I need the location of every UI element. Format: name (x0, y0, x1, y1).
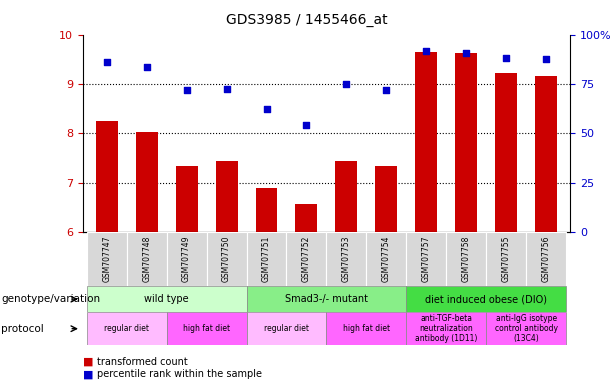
Bar (135, 132, 158, 232)
Bar (486, 232, 526, 286)
Text: protocol: protocol (1, 324, 44, 334)
Point (381, 87, 391, 93)
Bar (415, 52, 437, 232)
Bar (87, 286, 246, 312)
Text: GSM707757: GSM707757 (422, 236, 431, 283)
Bar (246, 232, 286, 286)
Bar (246, 312, 327, 345)
Bar (256, 188, 278, 232)
Text: high fat diet: high fat diet (183, 324, 230, 333)
Bar (176, 166, 197, 232)
Text: GSM707758: GSM707758 (462, 236, 471, 282)
Bar (87, 232, 127, 286)
Point (142, 64, 151, 70)
Text: GSM707750: GSM707750 (222, 236, 231, 283)
Point (462, 50, 471, 56)
Point (262, 106, 272, 112)
Text: GSM707749: GSM707749 (182, 236, 191, 283)
Point (302, 121, 311, 127)
Text: anti-TGF-beta
neutralization
antibody (1D11): anti-TGF-beta neutralization antibody (1… (415, 314, 478, 343)
Text: GSM707753: GSM707753 (342, 236, 351, 283)
Text: percentile rank within the sample: percentile rank within the sample (97, 369, 262, 379)
Point (181, 87, 191, 93)
Bar (486, 312, 566, 345)
Point (541, 56, 551, 62)
Bar (367, 232, 406, 286)
Text: GSM707755: GSM707755 (501, 236, 511, 283)
Text: genotype/variation: genotype/variation (1, 294, 101, 304)
Bar (87, 312, 167, 345)
Bar (127, 232, 167, 286)
Text: ■: ■ (83, 369, 93, 379)
Bar (406, 312, 486, 345)
Text: GSM707756: GSM707756 (542, 236, 550, 283)
Bar (455, 53, 477, 232)
Text: GSM707748: GSM707748 (142, 236, 151, 282)
Text: transformed count: transformed count (97, 357, 188, 367)
Bar (167, 312, 246, 345)
Text: Smad3-/- mutant: Smad3-/- mutant (285, 294, 368, 304)
Bar (327, 312, 406, 345)
Bar (526, 232, 566, 286)
Text: ■: ■ (83, 357, 93, 367)
Bar (406, 286, 566, 312)
Bar (535, 76, 557, 232)
Bar (327, 232, 367, 286)
Text: GSM707752: GSM707752 (302, 236, 311, 282)
Bar (335, 161, 357, 232)
Text: wild type: wild type (144, 294, 189, 304)
Text: GSM707747: GSM707747 (102, 236, 111, 283)
Text: diet induced obese (DIO): diet induced obese (DIO) (425, 294, 547, 304)
Bar (406, 232, 446, 286)
Bar (246, 286, 406, 312)
Point (222, 86, 232, 92)
Bar (207, 232, 246, 286)
Text: GSM707754: GSM707754 (382, 236, 391, 283)
Bar (495, 73, 517, 232)
Bar (446, 232, 486, 286)
Bar (216, 161, 238, 232)
Point (501, 55, 511, 61)
Bar (96, 121, 118, 232)
Text: GSM707751: GSM707751 (262, 236, 271, 282)
Text: GDS3985 / 1455466_at: GDS3985 / 1455466_at (226, 13, 387, 27)
Bar (286, 232, 327, 286)
Point (341, 81, 351, 87)
Point (102, 59, 112, 65)
Text: high fat diet: high fat diet (343, 324, 390, 333)
Text: anti-IgG isotype
control antibody
(13C4): anti-IgG isotype control antibody (13C4) (495, 314, 558, 343)
Bar (375, 166, 397, 232)
Bar (295, 204, 318, 232)
Bar (167, 232, 207, 286)
Text: regular diet: regular diet (264, 324, 309, 333)
Point (421, 48, 431, 54)
Text: regular diet: regular diet (104, 324, 149, 333)
